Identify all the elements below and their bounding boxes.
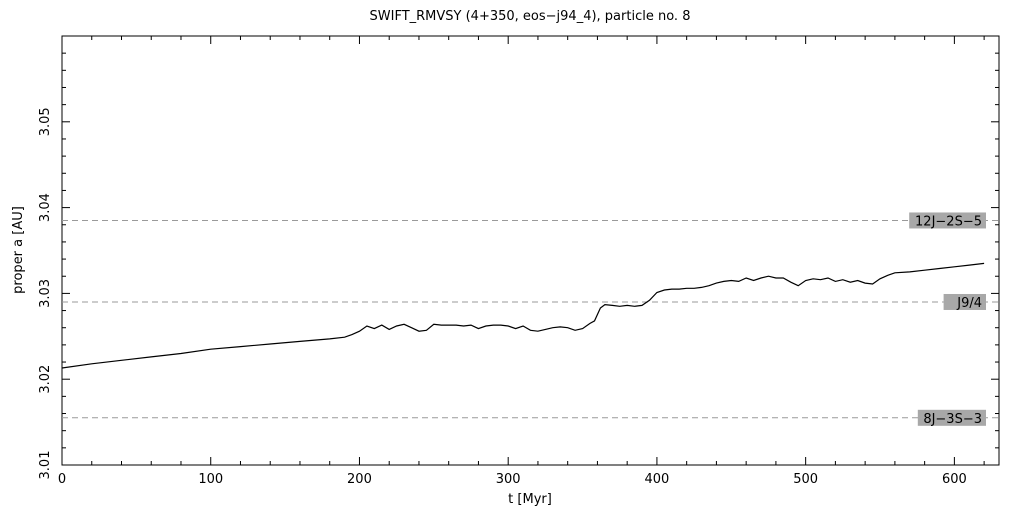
resonance-label-box [917,409,986,426]
x-tick-label: 200 [347,472,372,487]
x-tick-label: 0 [58,472,66,487]
plot-frame [61,35,1000,466]
y-tick-label: 3.05 [38,107,53,136]
x-tick-label: 500 [793,472,818,487]
resonance-label-box [909,212,986,229]
chart-title: SWIFT_RMVSY (4+350, eos−j94_4), particle… [370,9,691,24]
x-axis-label: t [Myr] [508,492,552,507]
y-tick-label: 3.01 [38,451,53,480]
y-axis-label: proper a [AU] [11,206,26,294]
x-tick-label: 600 [942,472,967,487]
x-tick-label: 300 [496,472,521,487]
resonance-label: J9/4 [956,296,982,311]
y-tick-label: 3.02 [38,365,53,394]
y-tick-label: 3.03 [38,279,53,308]
y-tick-label: 3.04 [38,193,53,222]
resonance-label: 12J−2S−5 [915,214,982,229]
plot-area: 0 100 200 300 400 500 600 3.01 3.02 3.03 3.04 3.05 1… [38,35,1000,487]
x-tick-label: 400 [645,472,670,487]
data-series-line [61,262,985,369]
x-tick-label: 100 [198,472,223,487]
resonance-label: 8J−3S−3 [923,412,982,427]
resonance-label-box [943,293,986,310]
